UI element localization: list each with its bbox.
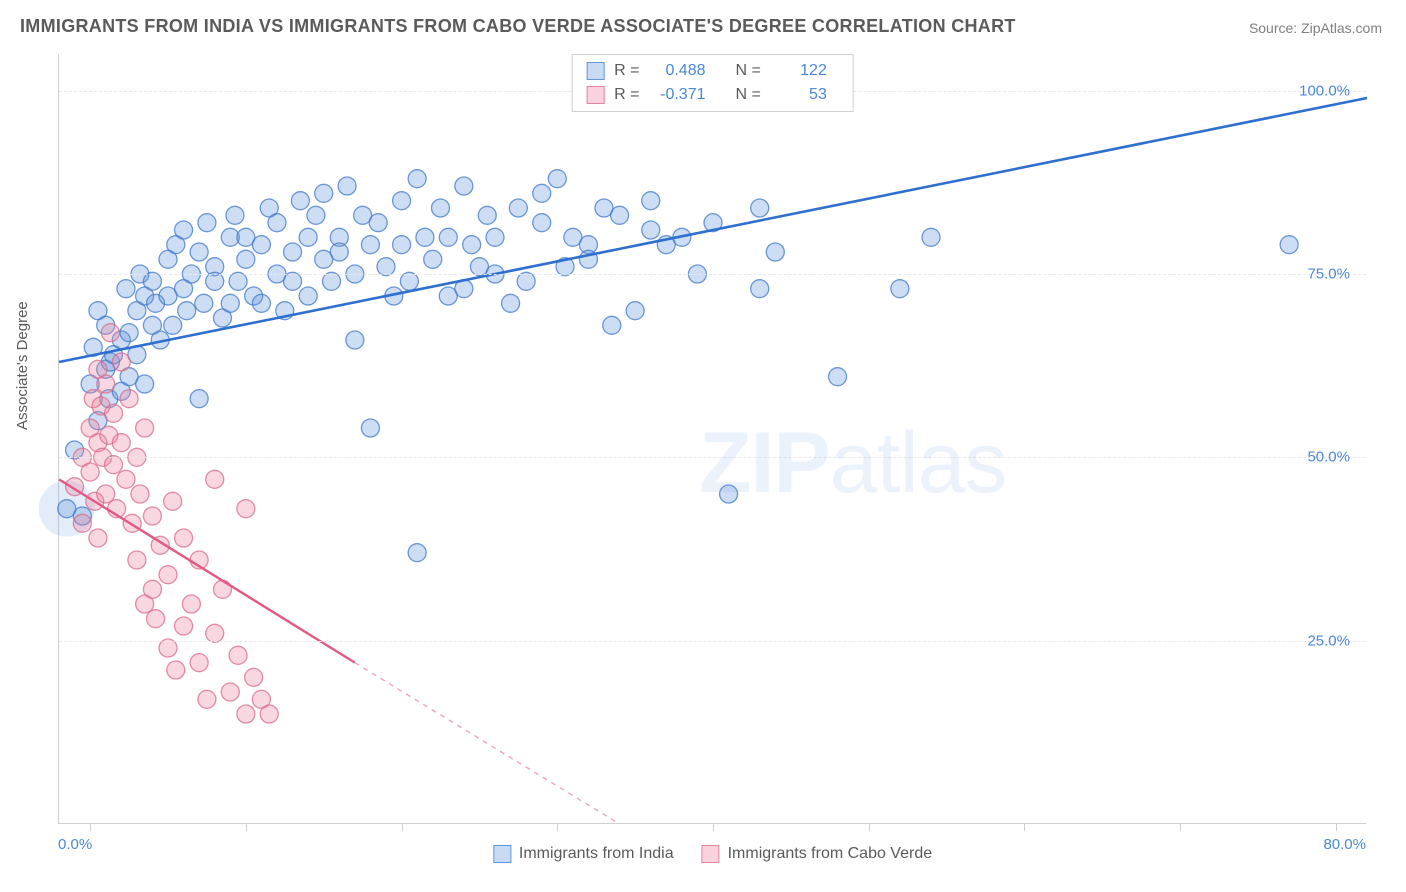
chart-svg — [59, 54, 1366, 823]
r-label: R = — [614, 86, 639, 104]
y-tick-label: 25.0% — [1307, 632, 1350, 649]
x-tick — [713, 823, 714, 831]
x-axis-min-label: 0.0% — [58, 836, 92, 853]
legend-label: Immigrants from Cabo Verde — [728, 845, 933, 863]
r-label: R = — [614, 62, 639, 80]
y-tick-label: 50.0% — [1307, 449, 1350, 466]
gridline — [59, 641, 1366, 642]
stats-legend-row: R = 0.488 N = 122 — [586, 59, 827, 83]
stats-legend-row: R = -0.371 N = 53 — [586, 83, 827, 107]
x-tick — [90, 823, 91, 831]
n-label: N = — [736, 86, 761, 104]
y-tick-label: 100.0% — [1299, 82, 1350, 99]
n-value: 53 — [771, 86, 827, 104]
x-axis-max-label: 80.0% — [1323, 836, 1366, 853]
x-tick — [1336, 823, 1337, 831]
x-tick — [1024, 823, 1025, 831]
legend-label: Immigrants from India — [519, 845, 674, 863]
series-legend: Immigrants from India Immigrants from Ca… — [493, 845, 932, 863]
swatch-blue-icon — [586, 62, 604, 80]
swatch-pink-icon — [702, 845, 720, 863]
n-label: N = — [736, 62, 761, 80]
x-tick — [246, 823, 247, 831]
y-tick-label: 75.0% — [1307, 266, 1350, 283]
y-axis-label: Associate's Degree — [14, 301, 31, 430]
swatch-pink-icon — [586, 86, 604, 104]
chart-title: IMMIGRANTS FROM INDIA VS IMMIGRANTS FROM… — [20, 16, 1016, 37]
legend-item: Immigrants from India — [493, 845, 674, 863]
x-tick — [1180, 823, 1181, 831]
x-tick — [557, 823, 558, 831]
legend-item: Immigrants from Cabo Verde — [702, 845, 933, 863]
gridline — [59, 457, 1366, 458]
r-value: 0.488 — [650, 62, 706, 80]
gridline — [59, 274, 1366, 275]
source-label: Source: ZipAtlas.com — [1249, 20, 1382, 36]
r-value: -0.371 — [650, 86, 706, 104]
x-tick — [869, 823, 870, 831]
n-value: 122 — [771, 62, 827, 80]
stats-legend: R = 0.488 N = 122 R = -0.371 N = 53 — [571, 54, 854, 112]
plot-area: R = 0.488 N = 122 R = -0.371 N = 53 ZIPa… — [58, 54, 1366, 824]
swatch-blue-icon — [493, 845, 511, 863]
x-tick — [402, 823, 403, 831]
